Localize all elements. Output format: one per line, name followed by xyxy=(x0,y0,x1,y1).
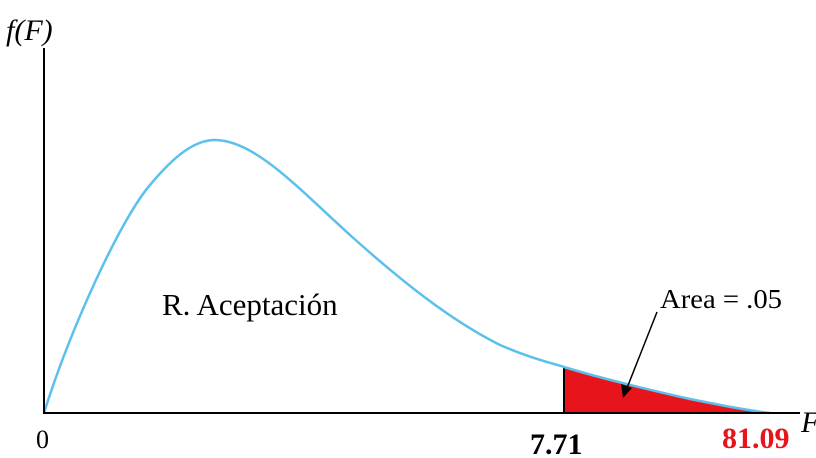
statistic-value-label: 81.09 xyxy=(722,422,790,455)
rejection-region xyxy=(564,367,770,413)
density-curve xyxy=(42,138,771,415)
acceptance-region-label: R. Aceptación xyxy=(162,287,338,322)
area-pointer-arrow xyxy=(626,311,658,389)
area-pointer-arrowhead xyxy=(621,384,632,398)
rejection-area-label: Area = .05 xyxy=(660,284,782,314)
y-axis-label: f(F) xyxy=(6,14,53,47)
critical-value-label: 7.71 xyxy=(530,428,583,458)
origin-label: 0 xyxy=(36,425,49,454)
x-axis-label: F xyxy=(800,406,816,439)
